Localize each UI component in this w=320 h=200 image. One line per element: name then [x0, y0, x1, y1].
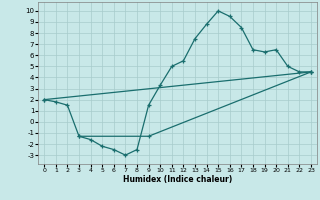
X-axis label: Humidex (Indice chaleur): Humidex (Indice chaleur) — [123, 175, 232, 184]
